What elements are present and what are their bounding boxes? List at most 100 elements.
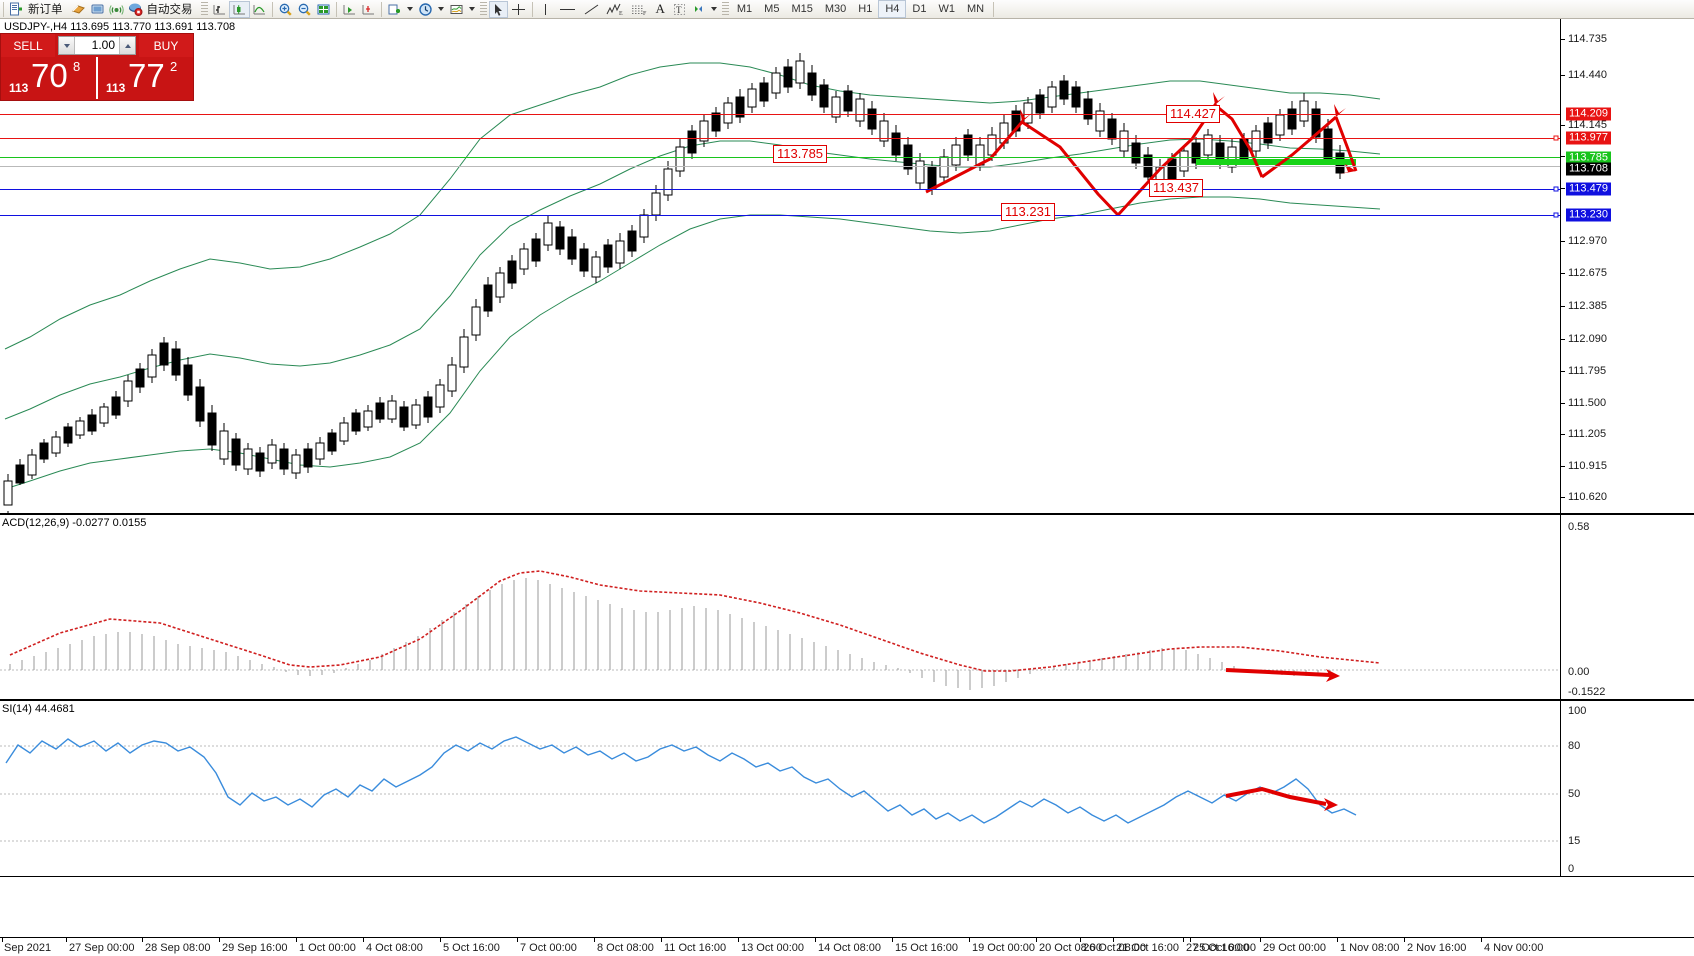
toolbar-grip[interactable] <box>200 1 208 17</box>
annotation-low-113231[interactable]: 113.231 <box>1001 203 1056 221</box>
toolbar-grip[interactable] <box>721 1 729 17</box>
buy-price-display[interactable]: 113 77 2 <box>98 57 193 99</box>
buy-price-fraction: 2 <box>170 59 178 74</box>
play-icon[interactable] <box>340 1 359 18</box>
candlestick-icon[interactable] <box>228 0 250 18</box>
svg-text:T: T <box>676 5 682 15</box>
annotation-113785[interactable]: 113.785 <box>773 145 828 163</box>
auto-trading-icon[interactable] <box>126 1 145 18</box>
price-tick: 111.205 <box>1568 428 1607 440</box>
one-click-trading-panel[interactable]: SELL 1.00 BUY 113 70 8 113 <box>0 33 194 101</box>
auto-trading-label[interactable]: 自动交易 <box>146 4 193 16</box>
buy-button[interactable]: BUY <box>139 34 193 57</box>
trendline-icon[interactable] <box>580 1 603 18</box>
time-tick: 4 Oct 08:00 <box>366 942 423 954</box>
volume-decrease-button[interactable] <box>59 37 75 54</box>
sell-button[interactable]: SELL <box>1 34 55 57</box>
rsi-tick: 100 <box>1568 705 1587 717</box>
chevron-down-icon[interactable] <box>406 7 413 11</box>
toolbar-grip[interactable] <box>479 1 487 17</box>
templates-icon[interactable] <box>447 1 466 18</box>
timeframe-m5[interactable]: M5 <box>764 3 780 15</box>
timeframe-m30[interactable]: M30 <box>824 3 847 15</box>
price-tick: 112.385 <box>1568 300 1607 312</box>
macd-pane[interactable]: ACD(12,26,9) -0.0277 0.0155 0.58 0.00 <box>0 514 1694 700</box>
sell-price-big: 70 <box>31 57 68 94</box>
chevron-down-icon[interactable] <box>437 7 444 11</box>
time-tick: 14 Oct 08:00 <box>818 942 881 954</box>
resistance-line-114209[interactable] <box>0 114 1560 115</box>
vline-icon[interactable] <box>536 1 555 18</box>
volume-value[interactable]: 1.00 <box>91 38 115 52</box>
zoom-in-icon[interactable] <box>276 1 295 18</box>
rsi-tick: 0 <box>1568 863 1575 875</box>
time-tick: 5 Oct 16:00 <box>443 942 500 954</box>
toolbar-divider <box>3 1 4 17</box>
crosshair-data-icon[interactable] <box>359 1 378 18</box>
time-axis[interactable]: Sep 2021 27 Sep 00:00 28 Sep 08:00 29 Se… <box>0 937 1694 956</box>
time-tick: 26 Oct 08:00 <box>1083 942 1146 954</box>
new-order-icon[interactable] <box>7 1 26 18</box>
price-tick: 112.090 <box>1568 333 1607 345</box>
level-badge-113230[interactable]: 113.230 <box>1566 208 1611 222</box>
rsi-plot[interactable] <box>0 701 1560 876</box>
timeframe-mn[interactable]: MN <box>966 3 985 15</box>
elliott-icon[interactable]: E <box>603 1 628 18</box>
rsi-pane[interactable]: SI(14) 44.4681 100 80 50 15 0 <box>0 700 1694 877</box>
hline-icon[interactable] <box>555 1 580 18</box>
terminal-icon[interactable] <box>88 1 107 18</box>
annotation-high-114427[interactable]: 114.427 <box>1166 105 1221 123</box>
timeframe-d1[interactable]: D1 <box>912 3 927 15</box>
macd-label: ACD(12,26,9) -0.0277 0.0155 <box>2 517 147 529</box>
chevron-down-icon[interactable] <box>710 7 717 11</box>
clock-icon[interactable] <box>416 1 435 18</box>
support-line-113479[interactable] <box>0 189 1560 190</box>
timeframe-m15[interactable]: M15 <box>791 3 813 15</box>
annotation-low-113437[interactable]: 113.437 <box>1149 179 1204 197</box>
price-axis[interactable]: 114.735 114.440 114.145 113.855 113.560 … <box>1560 19 1694 513</box>
add-indicator-icon[interactable] <box>385 1 404 18</box>
price-plot[interactable]: 114.427 113.785 113.231 113.437 <box>0 19 1560 513</box>
crosshair-icon[interactable] <box>508 1 529 18</box>
chevron-down-icon[interactable] <box>468 7 475 11</box>
fibonacci-icon[interactable]: F <box>628 1 651 18</box>
main-toolbar: 新订单 <box>0 0 1694 19</box>
rsi-tick: 50 <box>1568 788 1581 800</box>
label-icon[interactable]: T <box>670 1 689 18</box>
volume-stepper[interactable]: 1.00 <box>58 36 136 55</box>
price-tick: 110.620 <box>1568 491 1607 503</box>
text-icon[interactable]: A <box>655 1 665 16</box>
resistance-line-113977[interactable] <box>0 138 1560 139</box>
timeframe-m1[interactable]: M1 <box>736 3 753 15</box>
line-handle[interactable] <box>1553 186 1559 192</box>
line-handle[interactable] <box>1553 135 1559 141</box>
timeframe-h1[interactable]: H1 <box>858 3 873 15</box>
line-handle[interactable] <box>1553 212 1559 218</box>
level-badge-113977[interactable]: 113.977 <box>1566 131 1611 145</box>
bar-chart-icon[interactable] <box>210 1 229 18</box>
rsi-tick: 15 <box>1568 835 1581 847</box>
new-order-label[interactable]: 新订单 <box>28 4 63 16</box>
line-chart-icon[interactable] <box>250 1 269 18</box>
macd-plot[interactable] <box>0 515 1560 699</box>
timeframe-w1[interactable]: W1 <box>938 3 955 15</box>
shapes-icon[interactable] <box>689 1 708 18</box>
zoom-out-icon[interactable] <box>295 1 314 18</box>
chart-area[interactable]: USDJPY-,H4 113.695 113.770 113.691 113.7… <box>0 19 1694 956</box>
grid-icon[interactable] <box>314 1 333 18</box>
book-icon[interactable] <box>69 1 88 18</box>
level-badge-113479[interactable]: 113.479 <box>1566 182 1611 196</box>
support-line-113230[interactable] <box>0 215 1560 216</box>
timeframe-h4[interactable]: H4 <box>878 0 907 18</box>
price-tick: 111.795 <box>1568 365 1607 377</box>
sell-price-display[interactable]: 113 70 8 <box>1 57 98 99</box>
svg-text:E: E <box>619 11 623 17</box>
sell-price-prefix: 113 <box>9 81 29 95</box>
signal-icon[interactable] <box>107 1 126 18</box>
price-pane[interactable]: USDJPY-,H4 113.695 113.770 113.691 113.7… <box>0 19 1694 514</box>
level-badge-113785[interactable]: 113.785 <box>1566 151 1611 165</box>
cursor-icon[interactable] <box>488 0 508 18</box>
level-badge-114209[interactable]: 114.209 <box>1566 107 1611 121</box>
symbol-header: USDJPY-,H4 113.695 113.770 113.691 113.7… <box>4 21 236 33</box>
volume-increase-button[interactable] <box>119 37 135 54</box>
